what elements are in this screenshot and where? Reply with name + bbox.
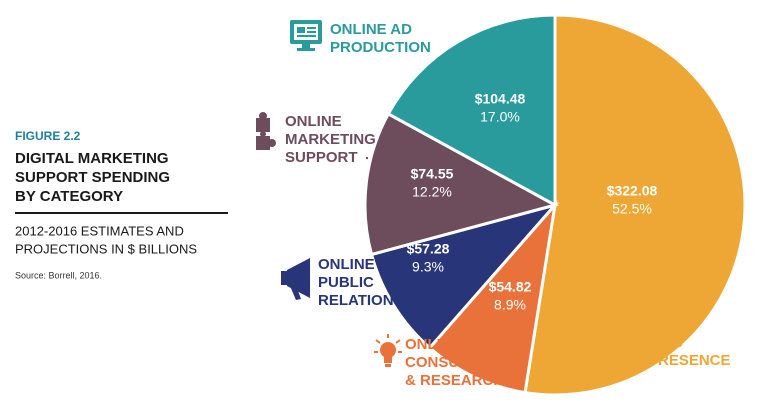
- pie-slice: [363, 111, 559, 257]
- pie-slice: [427, 200, 558, 395]
- percent-label: 52.5%: [612, 201, 652, 217]
- icon-megaphone: [281, 258, 310, 300]
- percent-label: 8.9%: [494, 297, 526, 313]
- category-label: PUBLIC: [318, 274, 374, 291]
- chart-title: BY CATEGORY: [15, 188, 123, 205]
- category-label: & RESEARCH: [405, 372, 504, 389]
- subtitle: 2012-2016 ESTIMATES AND: [15, 223, 184, 238]
- chart-title: SUPPORT SPENDING: [15, 169, 170, 186]
- category-label: SUPPORT: [285, 149, 358, 166]
- source: Source: Borrell, 2016.: [15, 270, 102, 280]
- value-label: $74.55: [411, 166, 454, 182]
- category-label: RELATIONS: [318, 292, 404, 309]
- icon-bulb: [374, 334, 402, 367]
- category-label: PRODUCTION: [330, 39, 431, 56]
- percent-label: 9.3%: [412, 259, 444, 275]
- percent-label: 17.0%: [480, 109, 520, 125]
- category-label: ONLINE: [285, 113, 342, 130]
- category-label: PRESENCE: [648, 352, 731, 369]
- value-label: $104.48: [475, 91, 526, 107]
- chart-title: DIGITAL MARKETING: [15, 150, 169, 167]
- value-label: $322.08: [607, 183, 658, 199]
- category-label: ONLINE: [405, 336, 462, 353]
- pie-slice: [523, 13, 747, 397]
- pie-slice: [386, 13, 557, 208]
- icon-monitor: [290, 20, 322, 51]
- subtitle: PROJECTIONS IN $ BILLIONS: [15, 241, 197, 256]
- category-label: MARKETING: [285, 131, 376, 148]
- category-label: WEB: [648, 334, 683, 351]
- category-label: CONSULTING: [405, 354, 503, 371]
- icon-puzzle: [256, 112, 276, 150]
- category-label: ONLINE: [318, 256, 375, 273]
- pie-slice: [369, 202, 560, 350]
- percent-label: 12.2%: [412, 184, 452, 200]
- value-label: $54.82: [489, 279, 532, 295]
- figure-label: FIGURE 2.2: [15, 129, 81, 143]
- category-label: ONLINE AD: [330, 21, 412, 38]
- value-label: $57.28: [407, 241, 450, 257]
